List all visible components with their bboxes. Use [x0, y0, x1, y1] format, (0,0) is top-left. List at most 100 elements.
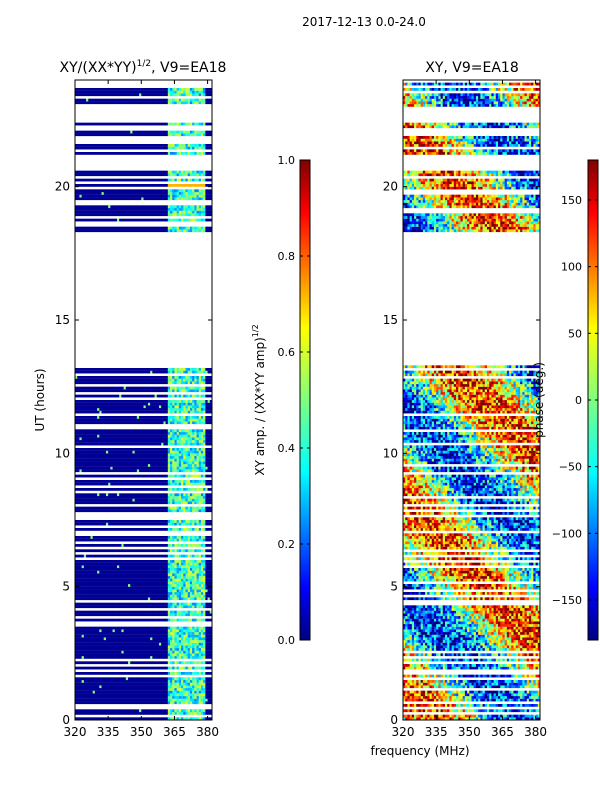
heatmap-cell	[77, 712, 80, 715]
heatmap-cell	[170, 693, 173, 697]
heatmap-cell	[123, 509, 127, 513]
heatmap-cell	[110, 538, 113, 542]
heatmap-cell	[156, 690, 160, 694]
heatmap-cell	[128, 458, 131, 462]
heatmap-cell	[119, 578, 122, 582]
heatmap-cell	[103, 493, 107, 497]
heatmap-cell	[114, 637, 118, 641]
heatmap-cell	[121, 464, 125, 467]
heatmap-cell	[150, 536, 153, 539]
heatmap-cell	[114, 666, 118, 670]
heatmap-cell	[94, 474, 98, 478]
heatmap-cell	[123, 496, 127, 499]
heatmap-cell	[172, 528, 175, 531]
heatmap-cell	[176, 688, 180, 691]
heatmap-cell	[196, 632, 200, 635]
heatmap-cell	[90, 474, 94, 478]
heatmap-cell	[152, 506, 155, 510]
heatmap-cell	[97, 528, 100, 531]
heatmap-cell	[167, 578, 171, 582]
heatmap-cell	[79, 672, 83, 675]
heatmap-cell	[158, 677, 162, 681]
heatmap-cell	[181, 474, 184, 478]
heatmap-cell	[94, 586, 98, 590]
heatmap-cell	[121, 538, 125, 542]
heatmap-cell	[81, 520, 85, 523]
heatmap-cell	[123, 586, 127, 590]
heatmap-cell	[203, 482, 206, 486]
heatmap-cell	[79, 498, 83, 502]
heatmap-cell	[79, 544, 83, 547]
heatmap-cell	[136, 496, 140, 499]
heatmap-cell	[130, 442, 133, 446]
heatmap-cell	[207, 509, 211, 513]
heatmap-cell	[183, 602, 186, 606]
heatmap-cell	[183, 632, 186, 635]
heatmap-cell	[139, 469, 142, 473]
heatmap-cell	[77, 509, 80, 513]
heatmap-cell	[200, 645, 204, 649]
heatmap-cell	[198, 453, 202, 457]
heatmap-cell	[165, 653, 169, 657]
heatmap-cell	[167, 685, 171, 689]
heatmap-cell	[187, 509, 191, 513]
heatmap-cell	[170, 450, 173, 454]
heatmap-cell	[167, 661, 171, 665]
heatmap-cell	[103, 464, 107, 467]
heatmap-cell	[83, 480, 87, 483]
heatmap-cell	[174, 434, 178, 438]
heatmap-cell	[94, 677, 98, 681]
heatmap-cell	[79, 480, 83, 483]
heatmap-cell	[134, 456, 138, 459]
heatmap-cell	[99, 613, 102, 617]
heatmap-cell	[167, 440, 171, 443]
heatmap-cell	[194, 565, 197, 569]
heatmap-cell	[145, 629, 149, 633]
heatmap-cell	[143, 560, 147, 563]
heatmap-cell	[194, 682, 197, 686]
heatmap-cell	[209, 448, 213, 451]
heatmap-cell	[139, 634, 142, 638]
heatmap-cell	[176, 442, 180, 446]
heatmap-cell	[112, 498, 116, 502]
heatmap-cell	[207, 584, 211, 587]
heatmap-cell	[105, 690, 109, 694]
heatmap-cell	[108, 432, 111, 435]
heatmap-cell	[112, 474, 116, 478]
heatmap-cell	[75, 429, 78, 433]
heatmap-cell	[145, 456, 149, 459]
heatmap-cell	[209, 640, 213, 643]
heatmap-cell	[170, 573, 173, 577]
heatmap-cell	[103, 440, 107, 443]
heatmap-cell	[165, 549, 169, 553]
heatmap-cell	[116, 597, 120, 601]
heatmap-cell	[108, 698, 111, 702]
heatmap-cell	[75, 666, 78, 670]
heatmap-cell	[194, 554, 197, 558]
heatmap-cell	[209, 589, 213, 593]
heatmap-cell	[121, 717, 125, 721]
heatmap-cell	[83, 586, 87, 590]
heatmap-cell	[130, 589, 133, 593]
heatmap-cell	[125, 506, 129, 510]
heatmap-cell	[161, 522, 164, 526]
heatmap-cell	[97, 536, 100, 539]
heatmap-cell	[139, 581, 142, 585]
heatmap-cell	[145, 672, 149, 675]
heatmap-cell	[196, 488, 200, 491]
heatmap-cell	[156, 466, 160, 470]
heatmap-cell	[128, 480, 131, 483]
heatmap-cell	[83, 536, 87, 539]
heatmap-cell	[134, 656, 138, 659]
heatmap-cell	[134, 493, 138, 497]
heatmap-cell	[158, 456, 162, 459]
heatmap-cell	[90, 536, 94, 539]
heatmap-cell	[161, 458, 164, 462]
heatmap-cell	[172, 474, 175, 478]
heatmap-cell	[156, 701, 160, 705]
heatmap-cell	[178, 442, 182, 446]
heatmap-cell	[187, 434, 191, 438]
heatmap-cell	[108, 496, 111, 499]
heatmap-cell	[196, 698, 200, 702]
heatmap-cell	[194, 634, 197, 638]
